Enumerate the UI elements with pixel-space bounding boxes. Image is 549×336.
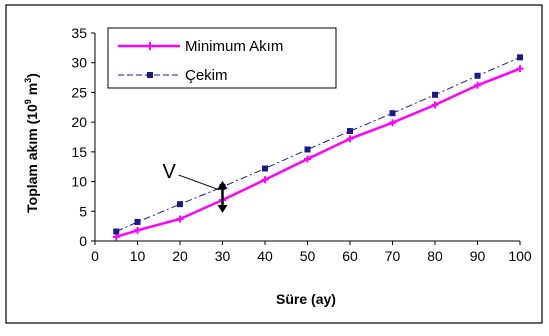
legend-marker-minimum-akim [146, 42, 154, 50]
data-point-ekim [134, 218, 141, 225]
y-tick-label: 5 [79, 203, 87, 219]
x-tick-label: 10 [130, 248, 146, 264]
legend-label-minimum-akim: Minimum Akım [185, 38, 283, 55]
x-tick-label: 30 [215, 248, 231, 264]
data-point-minimum-ak-m [112, 233, 120, 241]
data-point-minimum-ak-m [134, 226, 141, 234]
data-point-ekim [432, 91, 438, 98]
x-tick-label: 100 [508, 248, 532, 264]
data-point-ekim [177, 201, 183, 208]
y-axis-label: Toplam akım (109 m3) [23, 73, 40, 213]
data-point-minimum-ak-m [516, 65, 524, 73]
y-tick-label: 0 [79, 233, 87, 249]
data-point-ekim [304, 146, 311, 153]
data-point-minimum-ak-m [261, 176, 269, 184]
legend-label-cekim: Çekim [185, 67, 228, 84]
y-tick-label: 35 [71, 25, 87, 41]
x-tick-label: 90 [470, 248, 486, 264]
annotation-pointer [178, 174, 220, 191]
x-tick-label: 20 [172, 248, 188, 264]
series-layer [112, 54, 524, 241]
data-point-ekim [347, 128, 353, 135]
axes: 0 5 10 15 20 25 30 35 0 10 20 30 40 50 60 70 80 90 100 [71, 25, 531, 264]
data-point-minimum-ak-m [431, 101, 439, 109]
legend-marker-cekim [147, 72, 153, 78]
annotation-arrow-down [217, 204, 228, 213]
data-point-ekim [262, 165, 268, 172]
data-point-ekim [517, 54, 523, 61]
data-point-minimum-ak-m [389, 119, 396, 127]
data-point-minimum-ak-m [304, 155, 311, 163]
x-tick-label: 70 [385, 248, 401, 264]
x-axis-label: Süre (ay) [276, 291, 336, 307]
legend-box [107, 27, 337, 89]
data-point-minimum-ak-m [474, 81, 481, 89]
x-tick-label: 60 [342, 248, 358, 264]
y-tick-label: 30 [71, 55, 87, 71]
annotation-layer: V [163, 161, 228, 213]
data-point-minimum-ak-m [176, 215, 184, 223]
annotation-label: V [163, 161, 177, 183]
data-point-minimum-ak-m [346, 135, 354, 143]
data-point-ekim [113, 228, 120, 235]
annotation-arrow-up [217, 180, 228, 189]
x-tick-label: 0 [91, 248, 99, 264]
legend: Minimum Akım Çekim [107, 27, 337, 89]
series-line-ekim [116, 56, 521, 232]
data-point-ekim [389, 110, 396, 117]
y-tick-label: 15 [71, 144, 87, 160]
y-tick-label: 25 [71, 84, 87, 100]
x-tick-label: 40 [257, 248, 273, 264]
y-tick-label: 10 [71, 174, 87, 190]
data-point-ekim [474, 72, 481, 79]
x-tick-label: 80 [427, 248, 443, 264]
y-tick-label: 20 [71, 114, 87, 130]
x-tick-label: 50 [300, 248, 316, 264]
